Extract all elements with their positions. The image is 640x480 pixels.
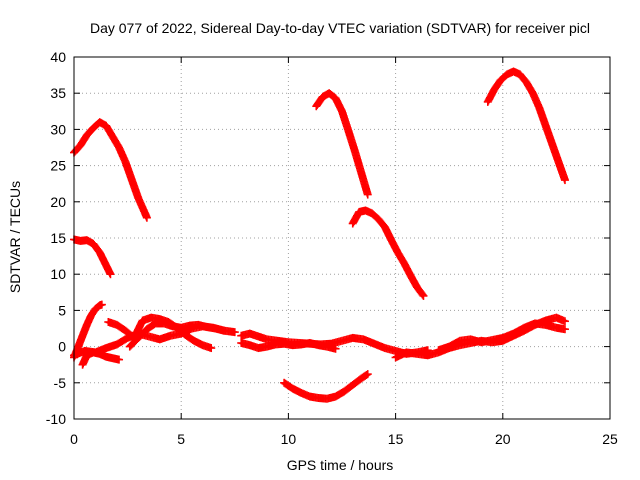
series-arc-7 [70, 300, 106, 362]
data-point [142, 213, 151, 222]
y-tick-label: 25 [50, 158, 66, 174]
series-arc-1 [70, 118, 151, 222]
data-point [560, 176, 569, 185]
data-point [560, 317, 569, 326]
y-tick-label: 20 [50, 194, 66, 210]
y-tick-label: 30 [50, 121, 66, 137]
series-arc-3 [312, 89, 372, 199]
chart-title: Day 077 of 2022, Sidereal Day-to-day VTE… [90, 20, 590, 36]
data-point [207, 344, 216, 353]
series-arc-11 [125, 319, 229, 351]
y-tick-label: 40 [50, 49, 66, 65]
x-tick-label: 20 [495, 431, 511, 447]
series-arc-4 [483, 67, 569, 185]
y-tick-label: 10 [50, 266, 66, 282]
x-tick-label: 0 [70, 431, 78, 447]
x-tick-label: 15 [388, 431, 404, 447]
y-tick-label: -5 [54, 375, 67, 391]
data-point [363, 190, 372, 199]
data-point [331, 344, 340, 353]
y-axis-title: SDTVAR / TECUs [7, 181, 23, 293]
x-tick-label: 10 [281, 431, 297, 447]
data-point [560, 325, 569, 334]
y-tick-label: -10 [46, 411, 66, 427]
series-arc-5 [348, 206, 428, 300]
data-point [97, 300, 106, 309]
series-arc-2 [70, 235, 115, 279]
data-point [362, 370, 371, 379]
data-point [115, 355, 124, 364]
data-point [419, 291, 428, 300]
x-axis-title: GPS time / hours [287, 457, 394, 473]
data-points [70, 67, 569, 403]
plot-frame [73, 56, 611, 420]
y-tick-label: 15 [50, 230, 66, 246]
data-point [363, 370, 372, 379]
x-tick-label: 25 [602, 431, 618, 447]
series-arc-15 [434, 319, 569, 355]
y-tick-label: 5 [58, 302, 66, 318]
data-point [230, 328, 239, 337]
data-point [418, 290, 427, 299]
series-arc-13 [237, 338, 340, 353]
y-tick-label: 0 [58, 339, 66, 355]
grid-lines [74, 57, 610, 419]
data-point [106, 270, 115, 279]
series-arc-6 [280, 370, 372, 403]
data-point [220, 326, 229, 335]
x-tick-label: 5 [177, 431, 185, 447]
y-tick-label: 35 [50, 85, 66, 101]
